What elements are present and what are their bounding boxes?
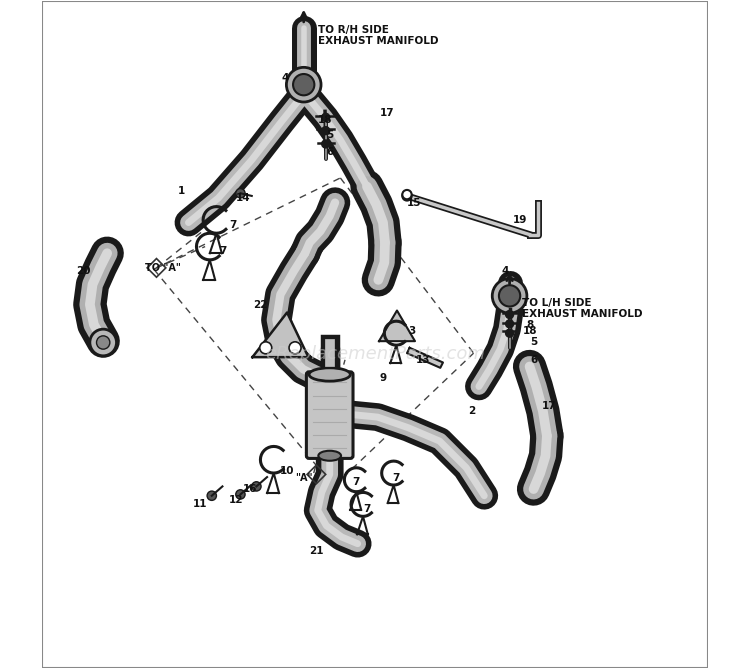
Circle shape [207, 491, 217, 500]
FancyBboxPatch shape [307, 372, 353, 458]
Text: 7: 7 [230, 219, 237, 229]
Text: 17: 17 [542, 401, 556, 411]
Text: 8: 8 [526, 320, 533, 330]
Circle shape [492, 278, 527, 313]
Polygon shape [253, 312, 308, 357]
Circle shape [506, 310, 514, 318]
Text: 10: 10 [280, 466, 294, 476]
Circle shape [322, 113, 330, 121]
Text: 11: 11 [194, 499, 208, 509]
Text: 12: 12 [230, 494, 244, 504]
Circle shape [499, 285, 520, 306]
Text: 7: 7 [220, 246, 226, 256]
Text: 5: 5 [530, 337, 537, 347]
Text: 13: 13 [416, 355, 430, 365]
Circle shape [402, 190, 412, 199]
Text: TO "A": TO "A" [146, 263, 181, 273]
Text: 19: 19 [513, 215, 527, 225]
Text: 15: 15 [406, 197, 421, 207]
Circle shape [289, 342, 301, 354]
Circle shape [97, 336, 109, 349]
Text: 22: 22 [254, 300, 268, 310]
Polygon shape [407, 348, 443, 368]
Text: 2: 2 [468, 406, 476, 416]
Circle shape [260, 342, 272, 354]
Text: 3: 3 [408, 326, 416, 336]
Text: 17: 17 [380, 108, 394, 118]
Circle shape [236, 490, 245, 499]
Text: 7: 7 [363, 504, 370, 514]
Circle shape [236, 189, 245, 198]
Text: TO L/H SIDE
EXHAUST MANIFOLD: TO L/H SIDE EXHAUST MANIFOLD [521, 298, 642, 320]
Text: 18: 18 [318, 115, 332, 125]
Circle shape [506, 329, 514, 337]
Ellipse shape [309, 368, 350, 381]
Text: 16: 16 [242, 484, 257, 494]
Circle shape [286, 68, 321, 102]
Circle shape [506, 320, 514, 328]
Circle shape [252, 482, 261, 491]
Circle shape [322, 140, 330, 148]
Circle shape [90, 329, 116, 356]
Text: 4: 4 [281, 73, 289, 83]
Text: 21: 21 [309, 546, 323, 556]
Circle shape [322, 126, 330, 134]
Text: TO R/H SIDE
EXHAUST MANIFOLD: TO R/H SIDE EXHAUST MANIFOLD [318, 25, 439, 46]
Text: "A": "A" [295, 473, 313, 483]
Text: 20: 20 [76, 266, 91, 276]
Text: 5: 5 [326, 130, 333, 140]
Text: 6: 6 [530, 355, 537, 365]
Text: 4: 4 [501, 266, 509, 276]
Circle shape [402, 191, 412, 201]
Text: 14: 14 [236, 193, 250, 203]
Text: 18: 18 [522, 326, 537, 336]
Text: eReplacementParts.com: eReplacementParts.com [265, 345, 485, 363]
Polygon shape [379, 310, 415, 341]
Text: 1: 1 [178, 186, 185, 196]
Text: 6: 6 [326, 147, 333, 157]
Text: 7: 7 [352, 478, 360, 488]
Text: 9: 9 [380, 373, 386, 383]
Text: 7: 7 [393, 473, 400, 483]
Ellipse shape [318, 451, 341, 461]
Circle shape [293, 74, 314, 95]
